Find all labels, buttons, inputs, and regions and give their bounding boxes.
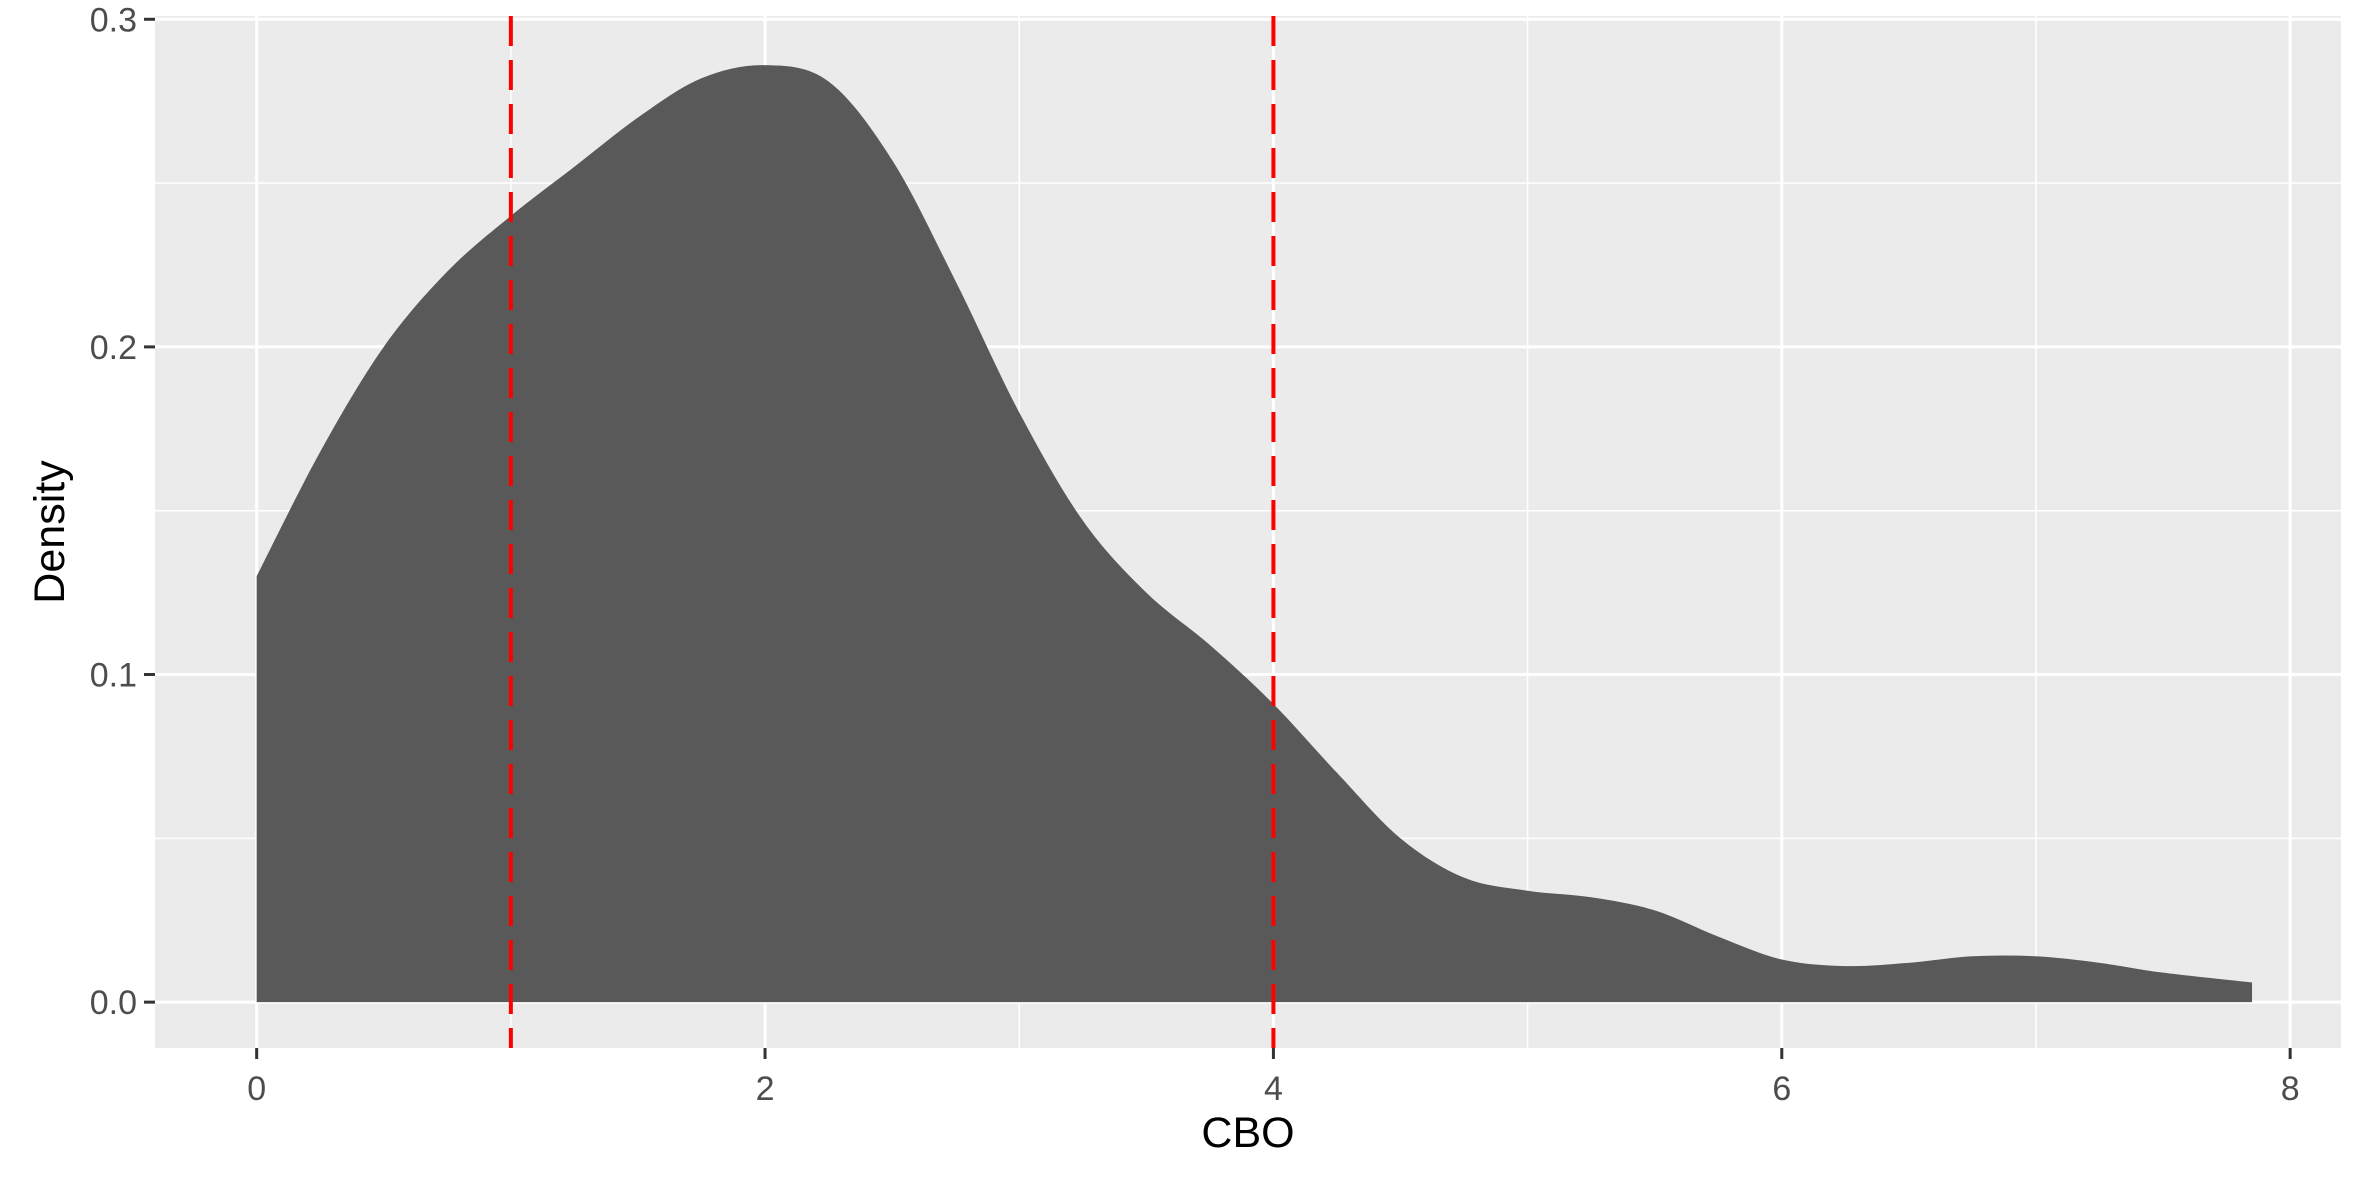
x-axis-title: CBO <box>1201 1109 1294 1157</box>
y-tick-label: 0.2 <box>90 329 137 367</box>
x-axis: 0 2 4 6 8 <box>247 1048 2300 1108</box>
y-tick-label: 0.3 <box>90 1 137 39</box>
x-tick-label: 4 <box>1264 1070 1283 1108</box>
y-tick-label: 0.1 <box>90 657 137 695</box>
x-tick-label: 2 <box>756 1070 775 1108</box>
y-axis-title: Density <box>26 460 74 604</box>
x-tick-label: 6 <box>1772 1070 1791 1108</box>
x-tick-label: 0 <box>247 1070 266 1108</box>
reference-lines <box>508 16 1276 1048</box>
x-tick-label: 8 <box>2281 1070 2300 1108</box>
density-area <box>256 65 2253 1003</box>
y-axis: 0.0 0.1 0.2 0.3 <box>90 1 155 1022</box>
y-tick-label: 0.0 <box>90 984 137 1022</box>
